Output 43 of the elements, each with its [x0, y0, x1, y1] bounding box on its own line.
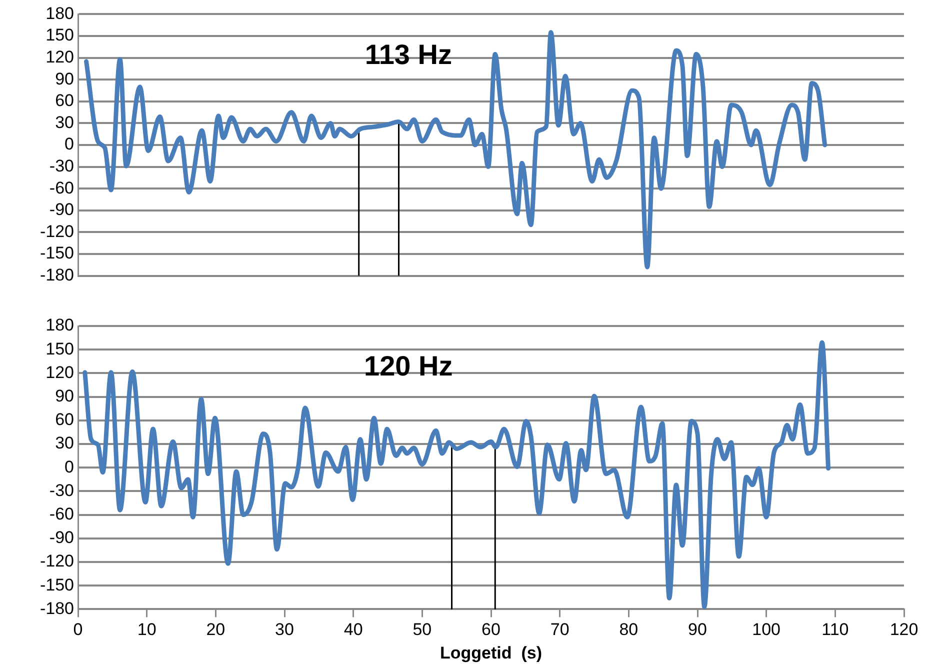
text: 113 Hz [364, 38, 452, 70]
y-tick-label: 0 [64, 134, 74, 154]
x-tick-label: 10 [137, 620, 156, 640]
x-tick-label: 20 [206, 620, 226, 640]
y-tick-label: 180 [46, 4, 74, 23]
y-tick-label: -150 [40, 244, 74, 263]
x-tick-label: 50 [412, 620, 432, 640]
x-tick-label: 80 [619, 620, 638, 640]
y-tick-label: -120 [40, 552, 74, 571]
y-tick-label: 150 [46, 339, 74, 358]
y-tick-label: 60 [55, 410, 74, 430]
x-tick-label: 110 [822, 620, 849, 640]
y-tick-label: 90 [55, 386, 74, 406]
y-tick-label: -90 [49, 200, 74, 220]
y-tick-label: 120 [46, 47, 74, 66]
y-tick-label: -150 [40, 575, 74, 594]
y-tick-label: -60 [49, 504, 74, 524]
y-tick-label: 0 [64, 457, 74, 476]
y-tick-label: -60 [49, 178, 74, 198]
x-tick-label: 100 [752, 620, 781, 640]
y-tick-label: -180 [40, 265, 74, 284]
y-tick-label: -90 [49, 528, 74, 548]
x-axis-title: Loggetid (s) [440, 643, 542, 662]
y-tick-label: 180 [46, 316, 74, 335]
x-tick-label: 60 [482, 620, 500, 640]
x-tick-label: 40 [344, 620, 363, 640]
y-tick-label: -30 [49, 480, 74, 500]
x-tick-label: 70 [550, 620, 570, 640]
y-tick-label: 30 [55, 434, 74, 453]
x-tick-label: 120 [890, 620, 918, 640]
y-tick-label: 60 [55, 91, 74, 110]
line-series [82, 340, 831, 610]
line-series [84, 30, 828, 270]
y-tick-label: -30 [49, 156, 74, 176]
y-tick-label: 120 [46, 362, 74, 382]
y-tick-label: 30 [55, 112, 74, 132]
y-tick-label: -120 [40, 222, 74, 241]
text: 120 Hz [364, 350, 453, 382]
y-tick-label: 90 [55, 69, 74, 88]
x-tick-label: 90 [688, 620, 707, 640]
y-tick-label: 150 [46, 26, 74, 45]
y-tick-label: -180 [40, 598, 74, 618]
x-tick-label: 30 [275, 620, 294, 640]
